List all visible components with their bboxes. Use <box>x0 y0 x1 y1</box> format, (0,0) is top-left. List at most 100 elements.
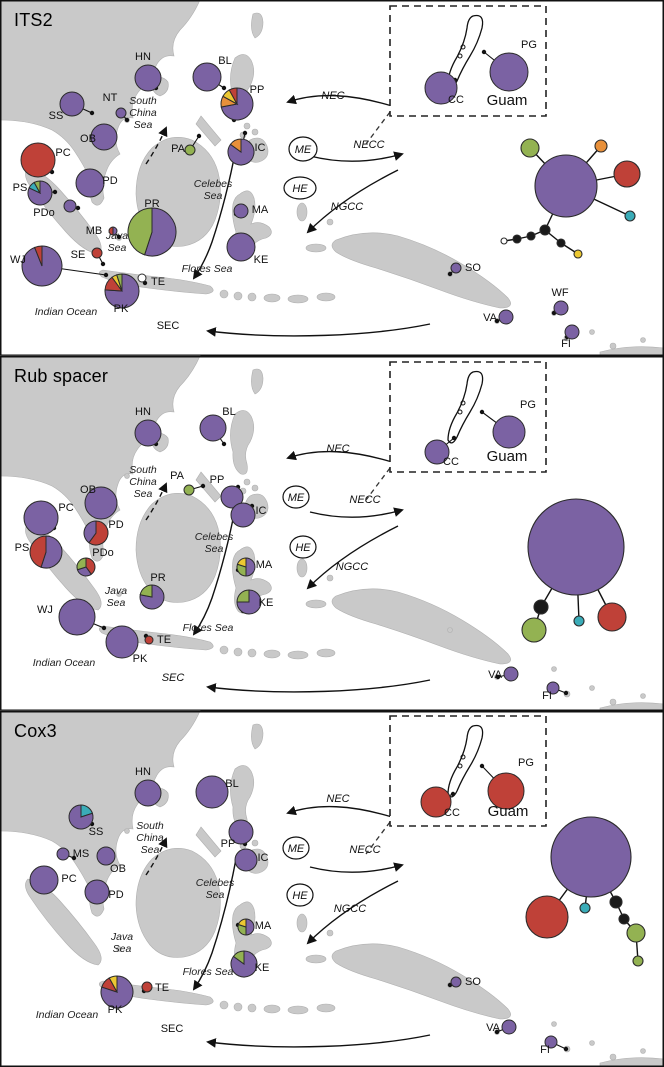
site-pie-HN: HN <box>134 51 162 92</box>
site-pie-PD: PD <box>75 168 118 198</box>
network-node-green <box>520 138 540 158</box>
site-label-PC: PC <box>61 873 76 885</box>
site-pie-FI: FI <box>561 324 580 350</box>
current-label-nec: NEC <box>321 90 344 102</box>
network-node-green <box>626 923 646 943</box>
site-pie-PS: PS <box>13 180 58 206</box>
eddy-label-he: HE <box>295 542 311 554</box>
current-label-necc: NECC <box>349 844 380 856</box>
eddy-circle-me <box>282 836 310 860</box>
network-node-black <box>533 599 549 615</box>
current-label-nec: NEC <box>326 793 349 805</box>
eddy-label-he: HE <box>292 890 308 902</box>
sea-label: South China Sea <box>129 464 157 500</box>
site-pie-PC: PC <box>29 865 77 895</box>
network-node-red <box>613 160 641 188</box>
site-label-WJ: WJ <box>37 604 53 616</box>
site-pie-VA: VA <box>483 309 514 325</box>
network-node-black <box>556 238 566 248</box>
network-node-black <box>609 895 623 909</box>
inset-site-pie-PG: PG <box>481 39 537 92</box>
site-label-PD: PD <box>108 519 123 531</box>
site-label-BL: BL <box>225 778 238 790</box>
site-label-TE: TE <box>151 276 165 288</box>
site-label-VA: VA <box>486 1022 501 1034</box>
site-label-MA: MA <box>256 559 273 571</box>
site-pie-HN: HN <box>134 766 162 807</box>
site-label-MA: MA <box>255 920 272 932</box>
site-label-PDo: PDo <box>33 207 54 219</box>
panel-title-rub-spacer: Rub spacer <box>14 366 109 386</box>
inset-site-label-PG: PG <box>520 399 536 411</box>
inset-site-pie-PG: PG <box>479 399 536 449</box>
eddy-label-me: ME <box>295 144 312 156</box>
site-pie-KE: KE <box>236 589 274 615</box>
site-label-MS: MS <box>73 848 90 860</box>
haplotype-network-its2 <box>500 138 641 259</box>
site-label-IC: IC <box>256 505 267 517</box>
inset-pointer <box>365 111 391 145</box>
network-node-black <box>539 224 551 236</box>
current-label-necc: NECC <box>349 494 380 506</box>
site-label-KE: KE <box>259 597 274 609</box>
site-pie-PK: PK <box>104 273 140 315</box>
site-label-VA: VA <box>488 669 503 681</box>
inset-site-label-CC: CC <box>448 94 464 106</box>
sea-label: Celebes Sea <box>196 877 235 901</box>
site-label-PK: PK <box>114 303 129 315</box>
site-label-PS: PS <box>15 542 30 554</box>
site-pie-PC: PC <box>20 142 71 178</box>
site-pie-KE: KE <box>226 232 268 266</box>
sea-label: Flores Sea <box>182 263 233 275</box>
network-node-purple <box>534 154 598 218</box>
site-label-BL: BL <box>222 406 235 418</box>
inset-pointer <box>365 821 391 855</box>
site-label-SS: SS <box>89 826 104 838</box>
site-label-TE: TE <box>157 634 171 646</box>
site-label-KE: KE <box>255 962 270 974</box>
inset-site-label-CC: CC <box>444 807 460 819</box>
site-label-PDo: PDo <box>92 547 113 559</box>
site-pie-PDo: PDo <box>76 547 114 577</box>
site-pie-NT: NT <box>103 92 130 123</box>
network-node-red <box>597 602 627 632</box>
site-pie-OB: OB <box>80 484 118 520</box>
site-pie-SO: SO <box>447 262 481 277</box>
guam-label: Guam <box>488 803 529 820</box>
site-pie-IC: IC <box>227 130 266 166</box>
site-pie-MA: MA <box>233 203 269 219</box>
current-label-sec: SEC <box>162 672 185 684</box>
site-label-MA: MA <box>252 204 269 216</box>
current-label-nec: NEC <box>326 443 349 455</box>
site-label-SS: SS <box>49 110 64 122</box>
sea-label: Java Sea <box>104 585 127 609</box>
eddy-circle-me <box>282 485 310 509</box>
site-label-PS: PS <box>13 182 28 194</box>
network-node-purple <box>550 816 632 898</box>
eddy-label-me: ME <box>288 492 305 504</box>
site-pie-PK: PK <box>100 975 134 1016</box>
site-label-PK: PK <box>108 1004 123 1016</box>
site-label-BL: BL <box>218 55 231 67</box>
site-pie-SO: SO <box>447 976 481 988</box>
site-pie-FI: FI <box>540 1035 569 1056</box>
site-label-PP: PP <box>210 474 225 486</box>
network-node-black <box>512 234 522 244</box>
network-node-black <box>526 231 536 241</box>
panel-cox3: South China Sea Celebes Sea Java Sea Flores Sea… <box>0 710 664 1067</box>
current-label-ngcc: NGCC <box>334 903 366 915</box>
eddy-circle-he <box>289 535 317 559</box>
guam-label: Guam <box>487 92 528 109</box>
site-label-PK: PK <box>133 653 148 665</box>
site-label-MB: MB <box>86 225 103 237</box>
eddy-circle-me <box>288 136 318 162</box>
site-pie-TE: TE <box>141 981 169 994</box>
site-pie-HN: HN <box>134 406 162 447</box>
sea-label: Indian Ocean <box>36 1009 99 1021</box>
eddy-label-he: HE <box>292 183 308 195</box>
site-label-PD: PD <box>108 889 123 901</box>
site-label-HN: HN <box>135 51 151 63</box>
site-label-PA: PA <box>171 143 186 155</box>
network-node-green <box>632 955 644 967</box>
